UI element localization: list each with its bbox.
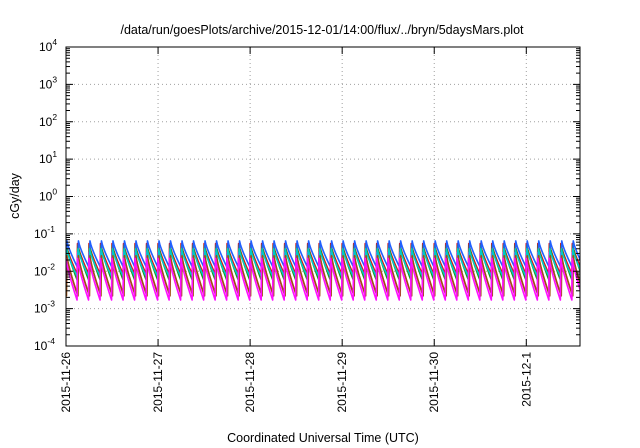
- y-axis-label: cGy/day: [8, 172, 22, 219]
- y-tick-label: 10-3: [34, 299, 55, 316]
- y-tick-label: 10-4: [34, 336, 55, 353]
- y-tick-label: 102: [39, 112, 57, 129]
- y-tick-label: 104: [39, 37, 57, 54]
- series-group: [66, 240, 580, 301]
- y-tick-label: 101: [39, 149, 57, 166]
- series-line: [66, 257, 580, 301]
- y-tick-label: 10-1: [34, 224, 55, 241]
- x-tick-label: 2015-11-26: [59, 352, 73, 413]
- y-tick-label: 10-2: [34, 261, 55, 278]
- x-tick-label: 2015-11-28: [243, 352, 257, 413]
- x-tick-label: 2015-11-27: [151, 352, 165, 413]
- x-tick-label: 2015-11-29: [335, 352, 349, 413]
- x-tick-label: 2015-11-30: [427, 352, 441, 413]
- x-axis-label: Coordinated Universal Time (UTC): [227, 431, 419, 445]
- chart-title: /data/run/goesPlots/archive/2015-12-01/1…: [120, 23, 524, 37]
- grid: [66, 47, 580, 346]
- x-ticks: 2015-11-26 2015-11-27 2015-11-28 2015-11-29…: [59, 47, 533, 413]
- y-ticks: 10-4 10-3 10-2 10-1 100 101 102 103 104: [34, 37, 580, 353]
- y-tick-label: 100: [39, 187, 57, 204]
- y-tick-label: 103: [39, 74, 57, 91]
- series-line: [66, 247, 580, 278]
- x-tick-label: 2015-12-1: [519, 352, 533, 407]
